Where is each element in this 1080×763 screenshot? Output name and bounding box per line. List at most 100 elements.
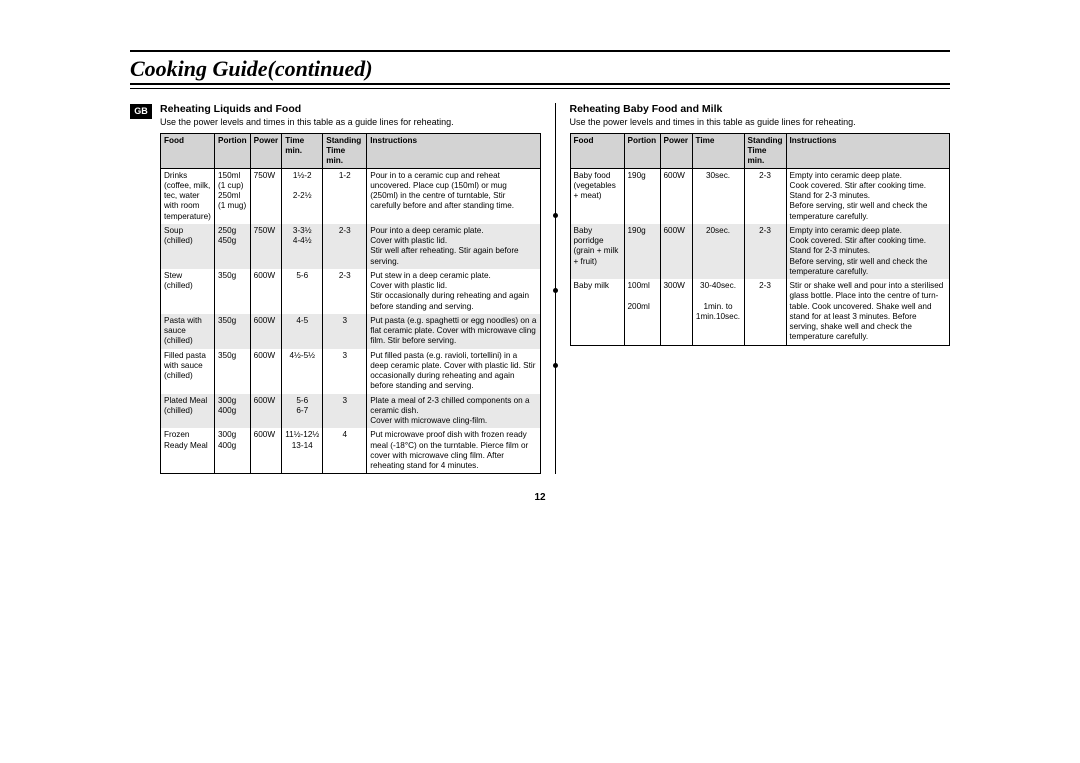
th-instr: Instructions [367,134,540,169]
cell-power: 600W [250,428,282,474]
page-title: Cooking Guide(continued) [130,54,373,83]
cell-food: Baby porridge (grain + milk + fruit) [570,224,624,279]
cell-instr: Put pasta (e.g. spaghetti or egg noodles… [367,314,540,349]
cell-food: Baby milk [570,279,624,345]
table-row: Baby porridge (grain + milk + fruit)190g… [570,224,950,279]
cell-stand: 2-3 [744,279,786,345]
cell-instr: Empty into ceramic deep plate.Cook cover… [786,224,949,279]
cell-time: 4-5 [282,314,323,349]
cell-instr: Plate a meal of 2-3 chilled components o… [367,394,540,429]
cell-portion: 350g [215,269,251,314]
cell-power: 600W [660,224,692,279]
cell-stand: 2-3 [744,224,786,279]
cell-power: 600W [250,394,282,429]
cell-food: Baby food (vegetables + meat) [570,168,624,224]
cell-instr: Pour into a deep ceramic plate.Cover wit… [367,224,540,269]
table-row: Soup (chilled)250g450g750W3-3½4-4½2-3Pou… [161,224,541,269]
column-left: Reheating Liquids and Food Use the power… [160,103,555,474]
column-right: Reheating Baby Food and Milk Use the pow… [556,103,951,474]
cell-time: 1½-22-2½ [282,168,323,224]
table-row: Stew (chilled)350g600W5-62-3Put stew in … [161,269,541,314]
th-power: Power [250,134,282,169]
cell-instr: Put stew in a deep ceramic plate.Cover w… [367,269,540,314]
cell-instr: Empty into ceramic deep plate.Cook cover… [786,168,949,224]
rule-under [130,88,950,89]
cell-time: 30sec. [692,168,744,224]
cell-stand: 2-3 [323,269,367,314]
cell-power: 750W [250,168,282,224]
cell-stand: 4 [323,428,367,474]
table-row: Frozen Ready Meal300g400g600W11½-12½13-1… [161,428,541,474]
cell-portion: 190g [624,168,660,224]
rule-top [130,50,950,52]
cell-time: 20sec. [692,224,744,279]
cell-portion: 350g [215,314,251,349]
cell-instr: Put filled pasta (e.g. ravioli, tortelli… [367,349,540,394]
cell-time: 3-3½4-4½ [282,224,323,269]
cell-time: 30-40sec.1min. to 1min.10sec. [692,279,744,345]
cell-stand: 3 [323,394,367,429]
cell-instr: Pour in to a ceramic cup and reheat unco… [367,168,540,224]
right-section-title: Reheating Baby Food and Milk [570,103,951,115]
th-instr: Instructions [786,134,949,169]
cell-power: 600W [250,314,282,349]
th-stand: Standing Time min. [744,134,786,169]
cell-food: Stew (chilled) [161,269,215,314]
th-portion: Portion [624,134,660,169]
divider-dot [553,288,558,293]
cell-stand: 1-2 [323,168,367,224]
page-number: 12 [130,492,950,503]
table-row: Pasta with sauce (chilled)350g600W4-53Pu… [161,314,541,349]
page-root: Cooking Guide(continued) GB Reheating Li… [0,0,1080,503]
divider-dot [553,363,558,368]
cell-instr: Stir or shake well and pour into a steri… [786,279,949,345]
table-row: Plated Meal (chilled)300g400g600W5-66-73… [161,394,541,429]
cell-portion: 250g450g [215,224,251,269]
language-badge: GB [130,104,152,119]
cell-power: 600W [250,269,282,314]
table-row: Baby food (vegetables + meat)190g600W30s… [570,168,950,224]
cell-time: 5-6 [282,269,323,314]
cell-food: Plated Meal (chilled) [161,394,215,429]
right-section-sub: Use the power levels and times in this t… [570,117,951,127]
cell-stand: 2-3 [323,224,367,269]
cell-power: 600W [660,168,692,224]
cell-power: 750W [250,224,282,269]
cell-time: 11½-12½13-14 [282,428,323,474]
cell-food: Soup (chilled) [161,224,215,269]
title-row: Cooking Guide(continued) [130,54,950,85]
cell-stand: 2-3 [744,168,786,224]
th-time: Time min. [282,134,323,169]
table-row: Filled pasta with sauce (chilled)350g600… [161,349,541,394]
cell-stand: 3 [323,349,367,394]
cell-time: 4½-5½ [282,349,323,394]
cell-food: Pasta with sauce (chilled) [161,314,215,349]
left-table: Food Portion Power Time min. Standing Ti… [160,133,541,474]
cell-portion: 190g [624,224,660,279]
th-time: Time [692,134,744,169]
th-portion: Portion [215,134,251,169]
cell-instr: Put microwave proof dish with frozen rea… [367,428,540,474]
cell-food: Frozen Ready Meal [161,428,215,474]
two-columns: Reheating Liquids and Food Use the power… [160,103,950,474]
content-body: GB Reheating Liquids and Food Use the po… [130,103,950,474]
left-section-sub: Use the power levels and times in this t… [160,117,541,127]
cell-time: 5-66-7 [282,394,323,429]
cell-food: Drinks (coffee, milk, tec, water with ro… [161,168,215,224]
divider-dot [553,213,558,218]
left-section-title: Reheating Liquids and Food [160,103,541,115]
table-row: Drinks (coffee, milk, tec, water with ro… [161,168,541,224]
cell-portion: 300g400g [215,428,251,474]
cell-power: 600W [250,349,282,394]
cell-stand: 3 [323,314,367,349]
th-power: Power [660,134,692,169]
th-food: Food [570,134,624,169]
right-table: Food Portion Power Time Standing Time mi… [570,133,951,346]
cell-food: Filled pasta with sauce (chilled) [161,349,215,394]
cell-portion: 350g [215,349,251,394]
cell-portion: 150ml(1 cup)250ml(1 mug) [215,168,251,224]
cell-power: 300W [660,279,692,345]
th-food: Food [161,134,215,169]
table-row: Baby milk100ml200ml300W30-40sec.1min. to… [570,279,950,345]
cell-portion: 100ml200ml [624,279,660,345]
